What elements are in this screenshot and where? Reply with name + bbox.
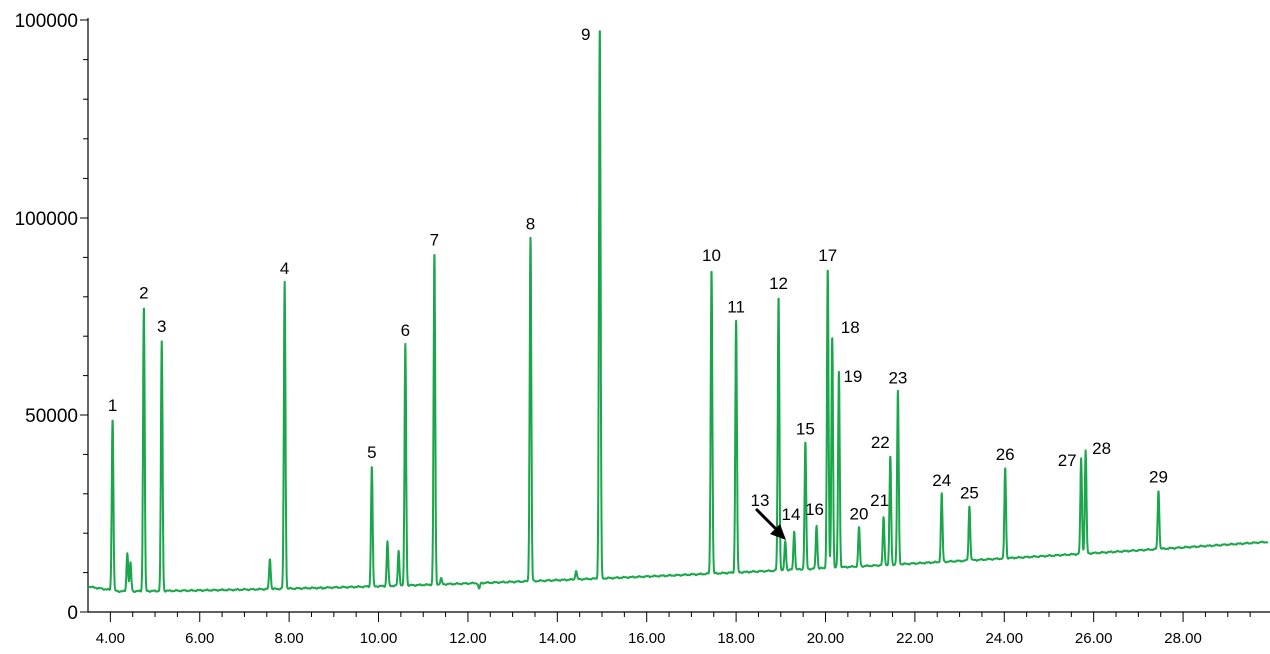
arrow-13 — [754, 507, 786, 540]
x-ticks: 4.00 6.00 8.00 10.00 12.00 14.00 16.00 18.00 20.… — [96, 612, 1251, 647]
axes — [87, 18, 1270, 613]
peak-label-4: 4 — [280, 259, 289, 278]
arrow-head — [770, 524, 786, 540]
peak-label-28: 28 — [1092, 439, 1111, 458]
peak-label-1: 1 — [108, 396, 117, 415]
peak-label-9: 9 — [581, 25, 590, 44]
peak-label-22: 22 — [871, 433, 890, 452]
x-tick-label: 20.00 — [807, 630, 845, 647]
peak-label-26: 26 — [996, 445, 1015, 464]
x-tick-label: 24.00 — [986, 630, 1024, 647]
chromatogram-trace — [87, 30, 1269, 594]
peak-label-12: 12 — [769, 274, 788, 293]
peak-label-14: 14 — [782, 505, 801, 524]
x-tick-label: 26.00 — [1075, 630, 1113, 647]
peak-label-13: 13 — [751, 491, 770, 510]
peak-label-27: 27 — [1058, 451, 1077, 470]
peak-label-24: 24 — [932, 471, 951, 490]
x-tick-label: 10.00 — [360, 630, 398, 647]
peak-label-16: 16 — [805, 500, 824, 519]
peak-label-2: 2 — [139, 284, 148, 303]
peak-label-29: 29 — [1149, 468, 1168, 487]
x-tick-label: 4.00 — [96, 630, 125, 647]
y-tick-label: 100000 — [15, 209, 78, 230]
peak-label-6: 6 — [401, 321, 410, 340]
peak-label-3: 3 — [157, 317, 166, 336]
peak-label-7: 7 — [430, 230, 439, 249]
x-tick-label: 16.00 — [628, 630, 666, 647]
x-tick-label: 6.00 — [185, 630, 214, 647]
y-ticks: 0 50000 100000 100000 — [15, 11, 88, 624]
x-tick-label: 8.00 — [275, 630, 304, 647]
peak-label-18: 18 — [841, 318, 860, 337]
y-tick-label: 50000 — [25, 406, 78, 427]
peak-label-11: 11 — [727, 297, 745, 316]
peak-label-5: 5 — [367, 443, 376, 462]
peak-label-19: 19 — [843, 367, 862, 386]
peak-label-17: 17 — [818, 246, 837, 265]
x-tick-label: 28.00 — [1164, 630, 1202, 647]
x-tick-label: 14.00 — [539, 630, 577, 647]
peak-label-10: 10 — [702, 246, 721, 265]
peak-label-8: 8 — [526, 215, 535, 234]
peak-label-21: 21 — [870, 491, 889, 510]
y-tick-label: 100000 — [15, 11, 78, 32]
peak-labels: 1234567891011121314151617181920212223242… — [108, 25, 1168, 524]
peak-label-15: 15 — [796, 420, 815, 439]
peak-label-20: 20 — [850, 504, 869, 523]
peak-label-23: 23 — [888, 368, 907, 387]
peak-label-25: 25 — [960, 483, 979, 502]
x-tick-label: 22.00 — [896, 630, 934, 647]
x-tick-label: 18.00 — [717, 630, 755, 647]
x-tick-label: 12.00 — [449, 630, 487, 647]
y-tick-label: 0 — [67, 603, 78, 624]
